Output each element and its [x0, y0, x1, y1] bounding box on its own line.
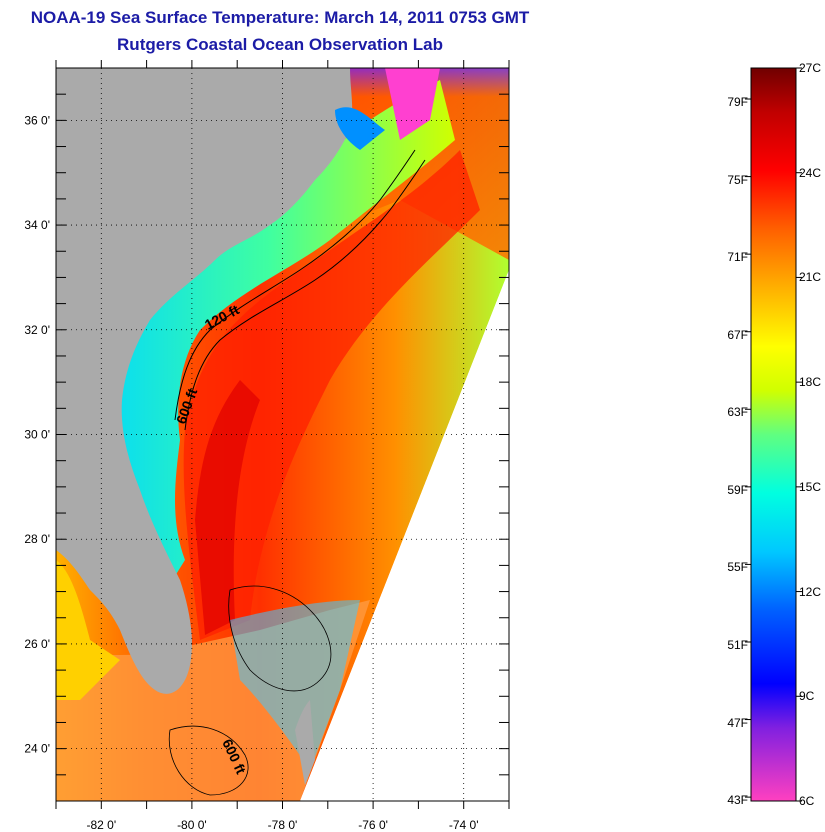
- pamlico-sound: [335, 107, 385, 150]
- colorbar-fahrenheit-label: 59F: [727, 482, 748, 497]
- chesapeake-area: [385, 68, 440, 140]
- colorbar: [750, 67, 797, 802]
- land-mass: [56, 68, 353, 694]
- map-title: NOAA-19 Sea Surface Temperature: March 1…: [30, 8, 530, 27]
- lat-tick-label: 30 0': [24, 428, 50, 442]
- lon-tick-label: -76 0': [358, 818, 388, 832]
- map-grid: [56, 68, 509, 801]
- contour-bahamas: [228, 585, 332, 692]
- lat-tick-label: 32 0': [24, 323, 50, 337]
- colorbar-fahrenheit-label: 63F: [727, 405, 748, 420]
- colorbar-celsius-label: 6C: [799, 794, 815, 808]
- colorbar-fahrenheit-label: 79F: [727, 95, 748, 110]
- colorbar-fahrenheit-label: 75F: [727, 172, 748, 187]
- lat-tick-label: 34 0': [24, 218, 50, 232]
- colorbar-fahrenheit-label: 43F: [727, 793, 748, 808]
- colorbar-celsius-label: 18C: [799, 375, 822, 390]
- florida-panhandle-coast: [56, 480, 95, 560]
- colorbar-fahrenheit-label: 71F: [727, 250, 748, 265]
- lon-tick-label: -78 0': [268, 818, 298, 832]
- colorbar-ticks: [745, 67, 802, 802]
- colorbar-celsius-label: 27C: [799, 61, 822, 75]
- no-data-area: [300, 270, 509, 801]
- colorbar-celsius-label: 24C: [799, 165, 822, 180]
- gulf-west-florida-water: [56, 560, 120, 700]
- map-subtitle: Rutgers Coastal Ocean Observation Lab: [117, 35, 443, 54]
- lat-tick-label: 36 0': [24, 113, 50, 127]
- lat-tick-label: 24 0': [24, 742, 50, 756]
- map-ticks: -82 0' -80 0' -78 0' -76 0' -74 0' 24 0' 26 0'…: [24, 60, 510, 832]
- colorbar-celsius-label: 12C: [799, 584, 822, 599]
- colorbar-fahrenheit-label: 67F: [727, 327, 748, 342]
- colorbar-fahrenheit-label: 51F: [727, 637, 748, 652]
- coastal-cool-band: [85, 80, 455, 600]
- lon-tick-label: -82 0': [86, 818, 116, 832]
- bahamas-island: [295, 700, 315, 785]
- gulf-stream-core: [195, 380, 260, 635]
- colorbar-fahrenheit-label: 55F: [727, 560, 748, 575]
- contour-600ft: [184, 159, 426, 431]
- colorbar-celsius-label: 9C: [799, 689, 815, 704]
- lon-tick-label: -74 0': [449, 818, 479, 832]
- lat-tick-label: 26 0': [24, 637, 50, 651]
- lon-tick-label: -80 0': [177, 818, 207, 832]
- lat-tick-label: 28 0': [24, 532, 50, 546]
- colorbar-celsius-label: 15C: [799, 479, 822, 494]
- bahamas-shallow: [230, 600, 360, 770]
- colorbar-fahrenheit-label: 47F: [727, 715, 748, 730]
- gulf-stream: [183, 150, 480, 640]
- colorbar-celsius-label: 21C: [799, 270, 822, 285]
- contour-120ft: [174, 149, 416, 421]
- contour-south: [168, 725, 249, 796]
